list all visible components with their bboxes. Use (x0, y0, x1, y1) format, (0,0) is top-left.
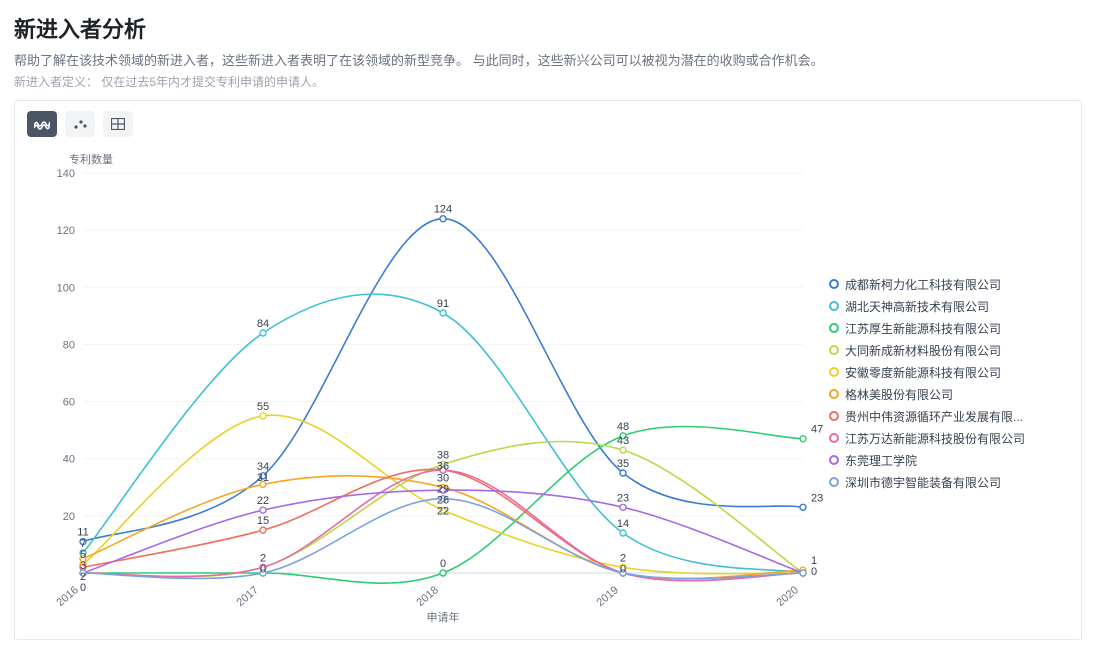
point-label: 84 (257, 318, 269, 330)
legend-label: 贵州中伟资源循环产业发展有限... (845, 408, 1023, 425)
point-label: 91 (437, 298, 449, 310)
point-label: 0 (80, 582, 86, 594)
legend-swatch (829, 433, 839, 443)
point-label: 36 (437, 460, 449, 472)
point-label: 22 (257, 495, 269, 507)
series-line (83, 294, 803, 573)
y-tick-label: 120 (57, 225, 75, 237)
series-point (260, 330, 266, 336)
series-point (800, 570, 806, 576)
legend-item[interactable]: 安徽零度新能源科技有限公司 (829, 361, 1039, 383)
series-point (440, 570, 446, 576)
x-tick-label: 2017 (234, 584, 260, 609)
series-point (620, 530, 626, 536)
point-label: 47 (811, 424, 823, 436)
legend-item[interactable]: 江苏厚生新能源科技有限公司 (829, 317, 1039, 339)
page-subtitle: 帮助了解在该技术领域的新进入者，这些新进入者表明了在该领域的新型竞争。 与此同时… (14, 50, 1082, 69)
series-point (260, 507, 266, 513)
legend-item[interactable]: 成都新柯力化工科技有限公司 (829, 273, 1039, 295)
legend-label: 成都新柯力化工科技有限公司 (845, 276, 1001, 293)
legend-label: 深圳市德宇智能装备有限公司 (845, 474, 1001, 491)
y-tick-label: 20 (63, 511, 75, 523)
legend-swatch (829, 455, 839, 465)
grid-icon (111, 118, 125, 130)
point-label: 31 (257, 472, 269, 484)
point-label: 124 (434, 204, 452, 216)
series-point (620, 447, 626, 453)
y-tick-label: 140 (57, 168, 75, 180)
legend: 成都新柯力化工科技有限公司湖北天神高新技术有限公司江苏厚生新能源科技有限公司大同… (829, 273, 1039, 493)
legend-label: 东莞理工学院 (845, 452, 917, 469)
legend-label: 江苏万达新能源科技股份有限公司 (845, 430, 1025, 447)
series-point (620, 470, 626, 476)
point-label: 0 (440, 558, 446, 570)
legend-label: 江苏厚生新能源科技有限公司 (845, 320, 1001, 337)
x-tick-label: 2016 (54, 584, 80, 609)
point-label: 55 (257, 401, 269, 413)
series-point (800, 436, 806, 442)
point-label: 35 (617, 458, 629, 470)
legend-swatch (829, 477, 839, 487)
legend-swatch (829, 323, 839, 333)
point-label: 0 (260, 563, 266, 575)
legend-swatch (829, 389, 839, 399)
page-title: 新进入者分析 (14, 12, 1082, 44)
legend-swatch (829, 345, 839, 355)
legend-label: 湖北天神高新技术有限公司 (845, 298, 989, 315)
y-axis-title: 专利数量 (69, 152, 113, 166)
legend-label: 大同新成新材料股份有限公司 (845, 342, 1001, 359)
legend-swatch (829, 301, 839, 311)
legend-item[interactable]: 贵州中伟资源循环产业发展有限... (829, 405, 1039, 427)
scatter-chart-button[interactable] (65, 111, 95, 137)
table-view-button[interactable] (103, 111, 133, 137)
point-label: 23 (617, 492, 629, 504)
legend-swatch (829, 367, 839, 377)
x-tick-label: 2019 (594, 584, 620, 609)
legend-item[interactable]: 大同新成新材料股份有限公司 (829, 339, 1039, 361)
legend-item[interactable]: 湖北天神高新技术有限公司 (829, 295, 1039, 317)
x-tick-label: 2020 (774, 584, 800, 609)
legend-item[interactable]: 格林美股份有限公司 (829, 383, 1039, 405)
legend-label: 安徽零度新能源科技有限公司 (845, 364, 1001, 381)
point-label: 0 (811, 566, 817, 578)
x-axis-title: 申请年 (427, 610, 460, 624)
chart-area: 专利数量204060801001201402016201720182019202… (27, 143, 1069, 623)
line-chart-button[interactable] (27, 111, 57, 137)
series-point (620, 504, 626, 510)
point-label: 23 (811, 492, 823, 504)
chart-svg: 专利数量204060801001201402016201720182019202… (27, 143, 823, 633)
chart-type-toolbar (27, 111, 1069, 137)
definition-text: 新进入者定义： 仅在过去5年内才提交专利申请的申请人。 (14, 73, 1082, 90)
legend-swatch (829, 411, 839, 421)
x-tick-label: 2018 (414, 584, 440, 609)
point-label: 14 (617, 518, 629, 530)
point-label: 48 (617, 421, 629, 433)
series-point (440, 310, 446, 316)
legend-item[interactable]: 深圳市德宇智能装备有限公司 (829, 471, 1039, 493)
legend-swatch (829, 279, 839, 289)
y-tick-label: 100 (57, 282, 75, 294)
y-tick-label: 40 (63, 454, 75, 466)
y-tick-label: 60 (63, 397, 75, 409)
point-label: 22 (437, 505, 449, 517)
chart-card: 专利数量204060801001201402016201720182019202… (14, 100, 1082, 640)
y-tick-label: 80 (63, 339, 75, 351)
point-label: 0 (620, 563, 626, 575)
scatter-icon (73, 118, 87, 130)
series-point (440, 216, 446, 222)
legend-item[interactable]: 东莞理工学院 (829, 449, 1039, 471)
wave-icon (34, 118, 50, 130)
legend-label: 格林美股份有限公司 (845, 386, 953, 403)
point-label: 11 (77, 527, 88, 539)
point-label: 43 (617, 435, 629, 447)
legend-item[interactable]: 江苏万达新能源科技股份有限公司 (829, 427, 1039, 449)
series-point (260, 413, 266, 419)
series-point (800, 504, 806, 510)
point-label: 15 (257, 515, 269, 527)
series-point (260, 527, 266, 533)
